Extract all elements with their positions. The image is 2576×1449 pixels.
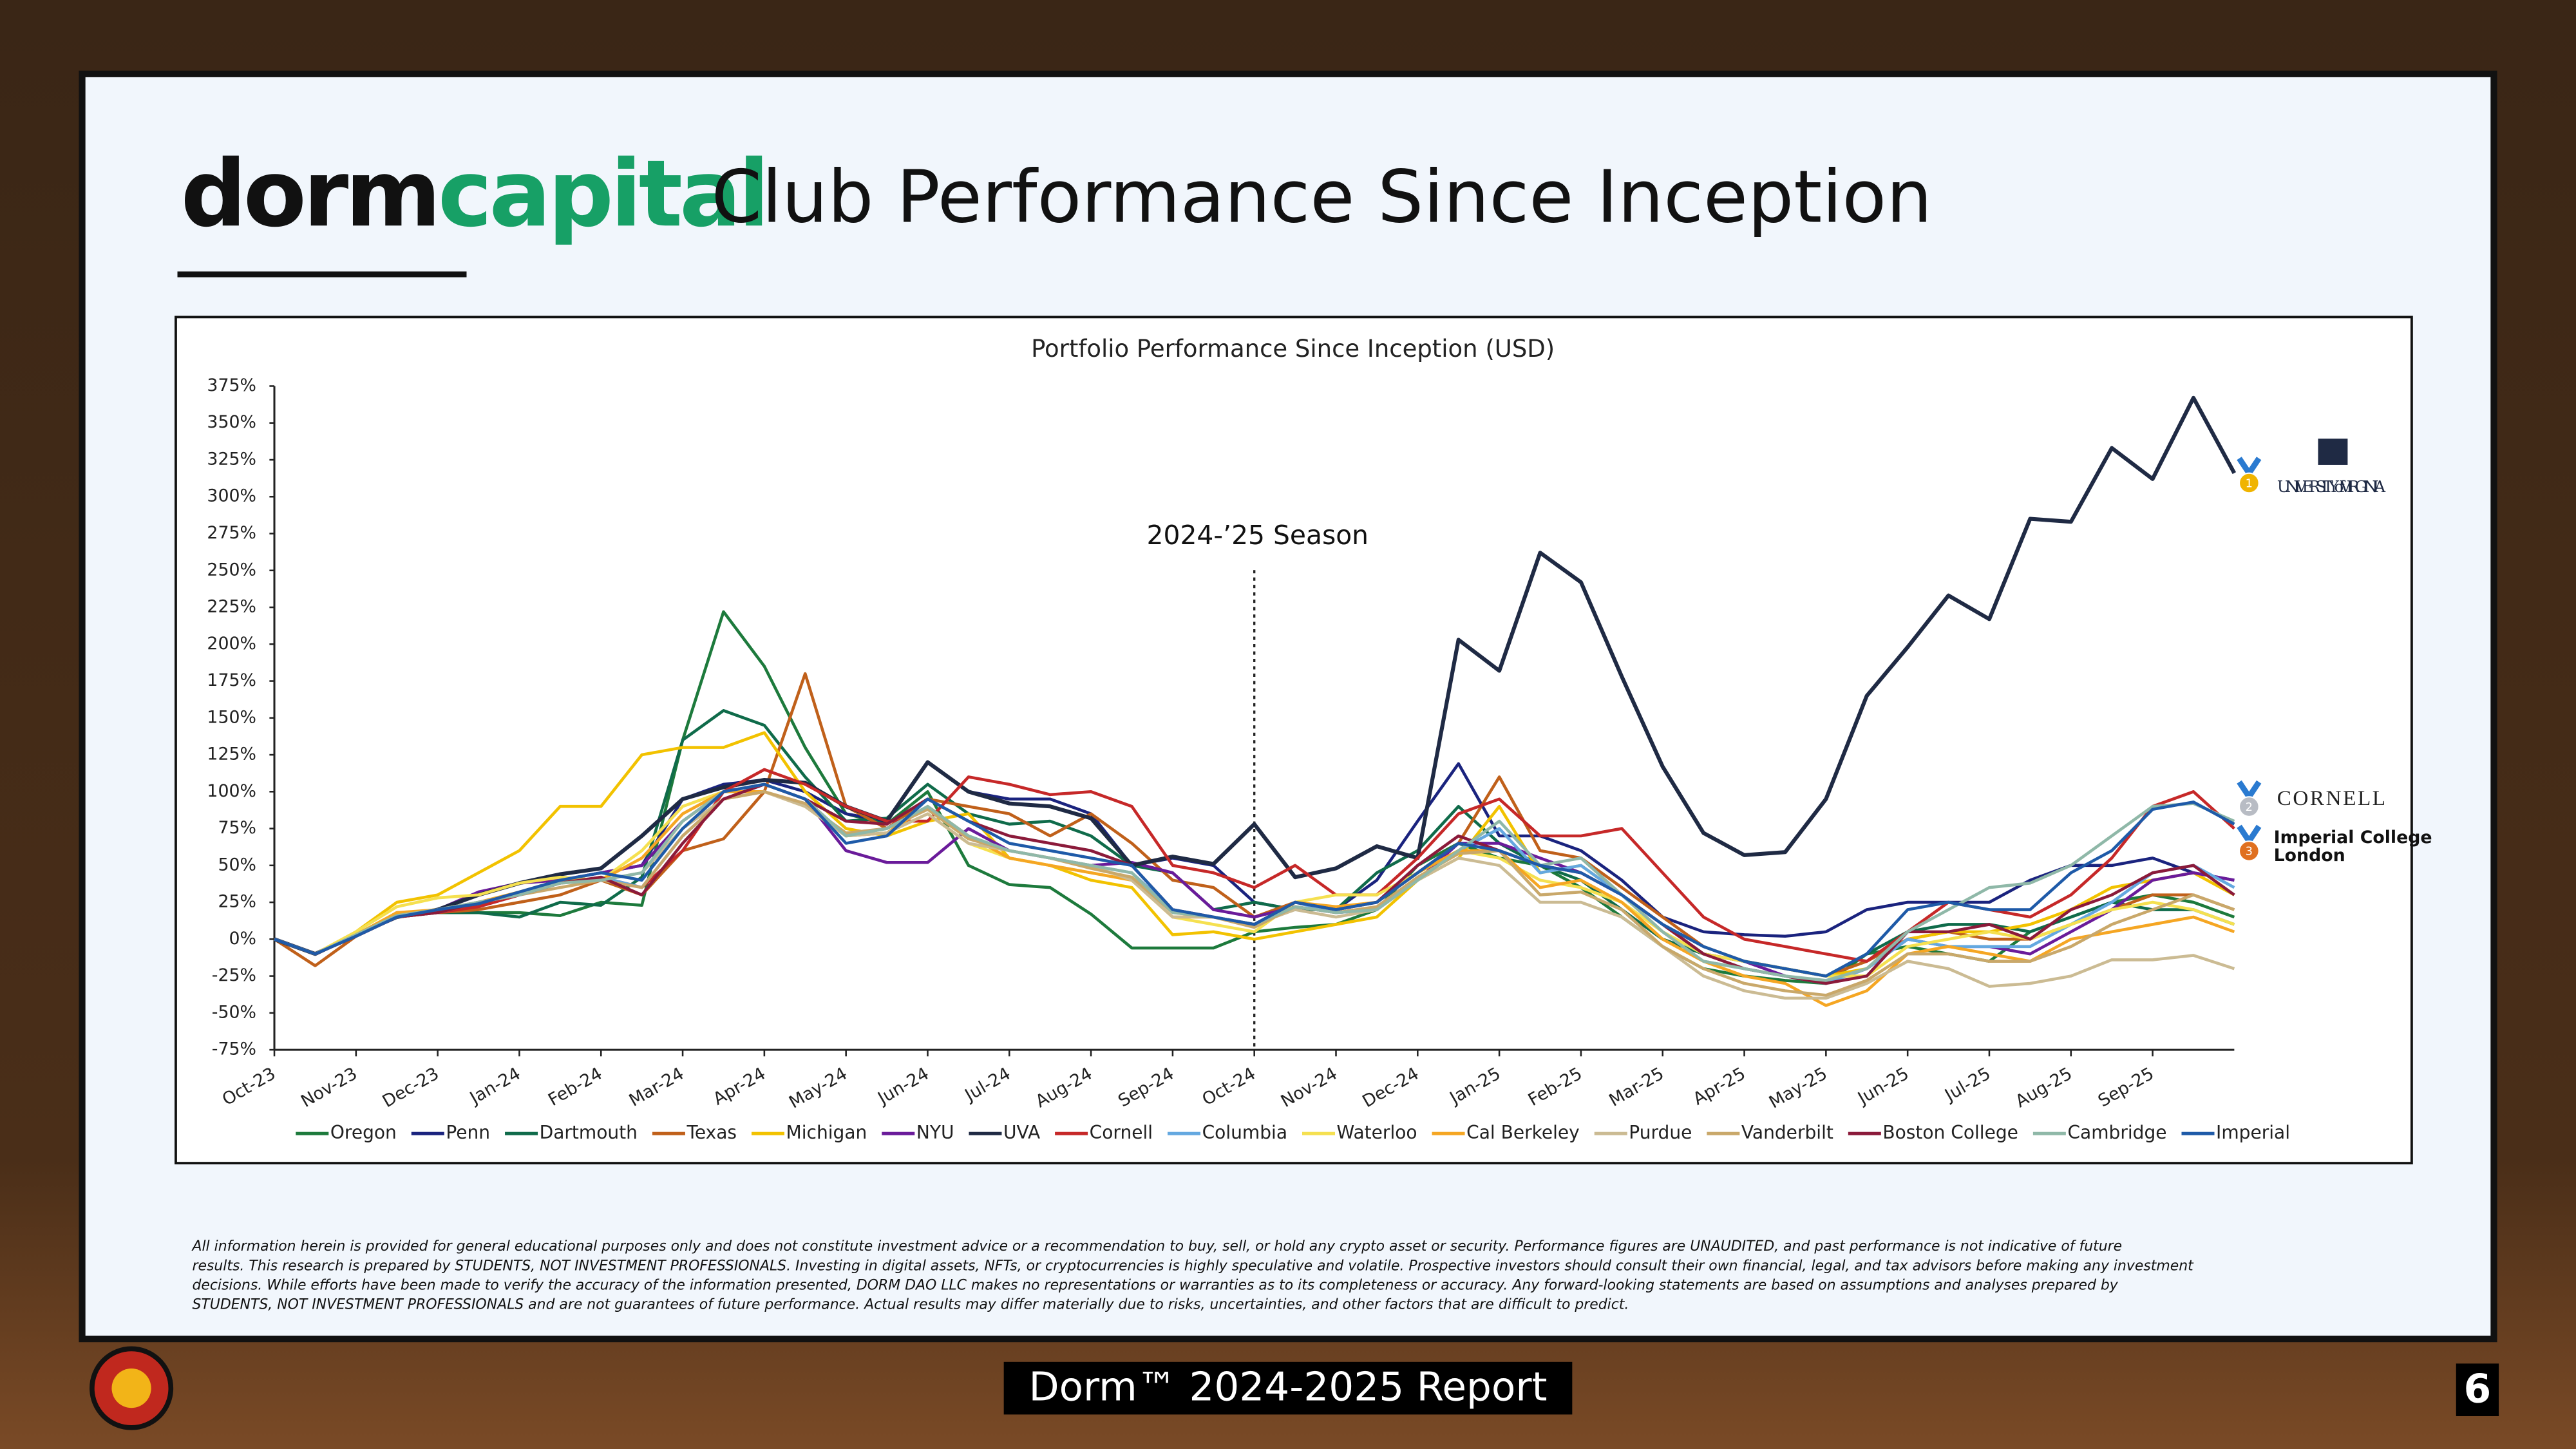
y-tick-label: 50% — [218, 855, 256, 875]
legend-label: Imperial — [2216, 1122, 2290, 1143]
footer-logo-inner — [111, 1368, 151, 1408]
y-tick-label: 275% — [207, 523, 256, 543]
y-tick-label: 375% — [207, 375, 256, 395]
y-tick-label: 175% — [207, 670, 256, 690]
uva-icon — [2318, 439, 2348, 465]
medal-rank: 2 — [2246, 800, 2253, 814]
logo: dormcapital — [181, 140, 766, 247]
medal-rank: 3 — [2246, 845, 2253, 858]
y-tick-label: -75% — [212, 1039, 256, 1059]
medal — [2239, 796, 2260, 817]
annotation: 2024-’25 Season — [1147, 520, 1368, 551]
y-tick-label: 250% — [207, 560, 256, 580]
medal — [2239, 472, 2260, 494]
ranking-label: UNIVERSITY of VIRGINIA — [2277, 478, 2386, 496]
y-tick-label: 100% — [207, 781, 256, 801]
disclaimer-line: STUDENTS, NOT INVESTMENT PROFESSIONALS a… — [192, 1297, 1629, 1313]
medal — [2239, 840, 2260, 862]
legend-label: Vanderbilt — [1741, 1122, 1833, 1143]
chart-title: Portfolio Performance Since Inception (U… — [1031, 335, 1555, 363]
page-number: 6 — [2464, 1366, 2492, 1412]
footer-report: Dorm™ 2024-2025 Report — [1028, 1365, 1547, 1410]
legend-label: UVA — [1003, 1122, 1040, 1143]
legend-label: Texas — [686, 1122, 737, 1143]
medal-rank: 1 — [2246, 477, 2253, 490]
chart-frame — [175, 316, 2413, 1165]
legend-label: Waterloo — [1337, 1122, 1417, 1143]
series-line — [273, 395, 2237, 956]
legend-label: NYU — [916, 1122, 954, 1143]
y-tick-label: -25% — [212, 965, 256, 985]
y-tick-label: 25% — [218, 892, 256, 912]
disclaimer-line: results. This research is prepared by ST… — [192, 1258, 2194, 1274]
y-tick-label: -50% — [212, 1002, 256, 1022]
logo-dark: dorm — [181, 140, 438, 247]
y-tick-label: 75% — [218, 818, 256, 838]
legend-label: Michigan — [786, 1122, 867, 1143]
footer-box — [1003, 1361, 1573, 1415]
ranking-label: CORNELL — [2277, 786, 2385, 810]
disclaimer-line: All information herein is provided for g… — [191, 1238, 2122, 1255]
y-tick-label: 225% — [207, 597, 256, 617]
y-tick-label: 200% — [207, 634, 256, 654]
disclaimer-line: decisions. While efforts have been made … — [192, 1277, 2118, 1293]
page-number-box — [2456, 1363, 2499, 1416]
series-line — [274, 782, 2235, 978]
legend-label: Dartmouth — [540, 1122, 638, 1143]
y-tick-label: 0% — [229, 929, 256, 949]
legend-label: Boston College — [1882, 1122, 2018, 1143]
legend-label: Oregon — [330, 1122, 397, 1143]
y-tick-label: 125% — [207, 744, 256, 764]
y-tick-label: 350% — [207, 412, 256, 432]
legend-label: Columbia — [1202, 1122, 1287, 1143]
legend: Oregon Penn Dartmouth Texas Michigan NYU UVA Co… — [296, 1122, 2290, 1143]
y-tick-label: 325% — [207, 450, 256, 469]
y-tick-label: 150% — [207, 707, 256, 727]
legend-label: Cornell — [1090, 1122, 1153, 1143]
disclaimer: All information herein is provided for g… — [191, 1238, 2194, 1312]
legend-label: Purdue — [1629, 1122, 1692, 1143]
page-title: Club Performance Since Inception — [712, 156, 1933, 240]
logo-green: capital — [438, 140, 766, 247]
legend-label: Penn — [446, 1122, 490, 1143]
legend-label: Cal Berkeley — [1466, 1122, 1580, 1143]
ranking-label-line: Imperial College — [2274, 828, 2432, 848]
legend-label: Cambridge — [2067, 1122, 2166, 1143]
y-tick-label: 300% — [207, 486, 256, 506]
ranking-label: Imperial College London — [2274, 828, 2432, 866]
ranking-label-line: London — [2274, 846, 2345, 866]
